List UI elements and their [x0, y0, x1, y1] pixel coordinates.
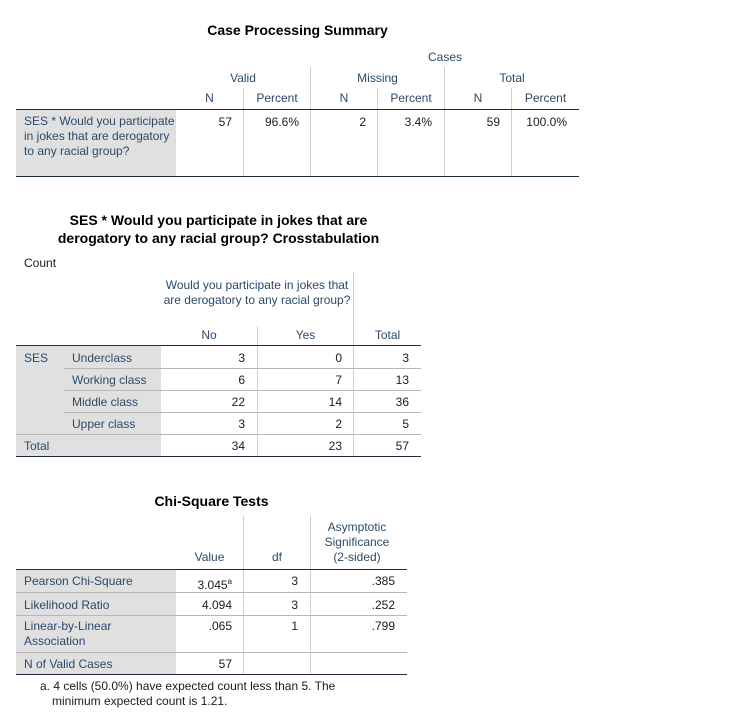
chi-value-text: 3.045: [197, 578, 228, 592]
crosstab-row-underclass: Underclass: [72, 351, 133, 365]
chi-df-cell: 3: [291, 598, 298, 612]
chi-row-n-valid: N of Valid Cases: [24, 657, 113, 671]
crosstab-row-upper-class: Upper class: [72, 417, 136, 431]
chi-col-value: Value: [194, 550, 225, 564]
crosstab-cell: 6: [238, 373, 245, 387]
crosstab-col-no: No: [201, 328, 217, 342]
total-n-value: 59: [486, 115, 500, 129]
chi-value-cell: 4.094: [201, 598, 232, 612]
chi-row-pearson: Pearson Chi-Square: [24, 574, 133, 588]
chi-row-linear: Linear-by-Linear Association: [24, 619, 112, 648]
crosstab-cell: 3: [238, 417, 245, 431]
chi-value-cell: .065: [208, 619, 232, 633]
crosstab-cell: 3: [402, 351, 409, 365]
missing-n-value: 2: [359, 115, 366, 129]
crosstab-total-cell: 57: [395, 439, 409, 453]
crosstab-cell: 0: [335, 351, 342, 365]
crosstab-title: SES * Would you participate in jokes tha…: [16, 211, 421, 247]
cases-header: Cases: [427, 50, 462, 64]
crosstab-row-group-ses: SES: [24, 351, 49, 365]
footnote-marker: a: [227, 577, 232, 586]
col-n-total: N: [473, 91, 483, 105]
col-percent-total: Percent: [524, 91, 567, 105]
crosstab-cell: 22: [231, 395, 245, 409]
col-percent-valid: Percent: [256, 91, 298, 105]
chi-sig-cell: .385: [371, 574, 395, 588]
crosstab-cell: 14: [328, 395, 342, 409]
crosstab-cell: 3: [238, 351, 245, 365]
chi-df-cell: 1: [291, 619, 298, 633]
valid-header: Valid: [230, 71, 256, 85]
crosstab-cell: 7: [335, 373, 342, 387]
total-header: Total: [499, 71, 525, 85]
crosstab-cell: 13: [395, 373, 409, 387]
chi-df-cell: 3: [291, 574, 298, 588]
missing-header: Missing: [357, 71, 398, 85]
chi-value-cell: 3.045a: [176, 574, 232, 593]
crosstab-title-line1: SES * Would you participate in jokes tha…: [69, 212, 368, 228]
case-summary-row-label: SES * Would you participate in jokes tha…: [16, 110, 176, 176]
count-label: Count: [24, 256, 57, 270]
valid-n-value: 57: [218, 115, 232, 129]
total-percent-value: 100.0%: [526, 115, 567, 129]
crosstab-row-total: Total: [24, 439, 50, 453]
crosstab-col-yes: Yes: [295, 328, 316, 342]
case-summary-title: Case Processing Summary: [207, 22, 388, 38]
chi-footnote: a. 4 cells (50.0%) have expected count l…: [40, 679, 336, 708]
chi-value-cell: 57: [218, 657, 232, 671]
missing-percent-value: 3.4%: [404, 115, 432, 129]
chi-square-title: Chi-Square Tests: [154, 493, 269, 509]
crosstab-col-group-header: Would you participate in jokes that are …: [163, 278, 351, 307]
crosstab-col-total: Total: [374, 328, 401, 342]
crosstab-cell: 36: [395, 395, 409, 409]
col-n-valid: N: [205, 91, 214, 105]
crosstab-row-working-class: Working class: [72, 373, 147, 387]
crosstab-cell: 5: [402, 417, 409, 431]
crosstab-total-cell: 23: [328, 439, 342, 453]
chi-row-label-block: [16, 570, 176, 674]
col-n-missing: N: [339, 91, 349, 105]
chi-col-sig: Asymptotic Significance (2-sided): [324, 520, 390, 564]
crosstab-total-cell: 34: [231, 439, 245, 453]
crosstab-row-middle-class: Middle class: [72, 395, 139, 409]
chi-col-df: df: [271, 550, 282, 564]
col-percent-missing: Percent: [390, 91, 432, 105]
chi-row-likelihood: Likelihood Ratio: [24, 598, 110, 612]
chi-sig-cell: .799: [371, 619, 395, 633]
valid-percent-value: 96.6%: [264, 115, 299, 129]
crosstab-title-line2: derogatory to any racial group? Crosstab…: [57, 230, 380, 246]
crosstab-row-label-block: [16, 346, 161, 456]
crosstab-cell: 2: [335, 417, 342, 431]
chi-sig-cell: .252: [371, 598, 395, 612]
